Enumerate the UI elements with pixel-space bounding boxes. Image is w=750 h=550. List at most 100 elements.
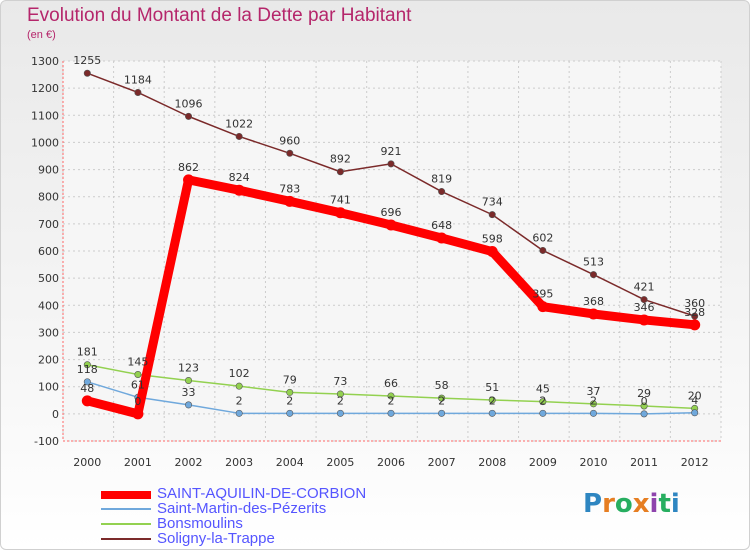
data-label: 598: [482, 233, 503, 246]
legend-label-saint-martin: Saint-Martin-des-Pézerits: [157, 500, 327, 517]
data-label: 360: [684, 297, 705, 310]
data-label: 2: [539, 394, 546, 407]
data-label: 602: [532, 231, 553, 244]
legend-label-saint-aquilin: SAINT-AQUILIN-DE-CORBION: [157, 485, 367, 502]
data-label: 4: [691, 394, 698, 407]
data-point: [336, 390, 344, 398]
data-label: 73: [333, 375, 347, 388]
x-tick-label: 2003: [225, 456, 253, 469]
logo-letter: P: [583, 489, 603, 519]
legend-swatch-saint-aquilin: [101, 491, 151, 499]
x-tick-label: 2006: [377, 456, 405, 469]
data-label: 513: [583, 256, 604, 269]
data-point: [81, 395, 93, 407]
data-label: 1255: [73, 54, 101, 67]
data-point: [640, 296, 648, 304]
legend-swatch-saint-martin: [101, 508, 151, 510]
data-label: 960: [279, 134, 300, 147]
data-label: 734: [482, 196, 503, 209]
data-point: [284, 195, 296, 207]
data-point: [83, 378, 91, 386]
data-label: 819: [431, 173, 452, 186]
y-tick-label: 200: [38, 354, 59, 367]
data-label: 145: [127, 356, 148, 369]
data-point: [235, 132, 243, 140]
x-tick-label: 2008: [478, 456, 506, 469]
data-point: [587, 308, 599, 320]
data-label: 66: [384, 377, 398, 390]
logo-letter: r: [602, 489, 615, 519]
data-label: 29: [637, 387, 651, 400]
data-label: 824: [229, 171, 250, 184]
data-label: 783: [279, 182, 300, 195]
data-point: [438, 188, 446, 196]
data-label: 346: [634, 301, 655, 314]
data-point: [185, 376, 193, 384]
logo-letter: i: [649, 489, 659, 519]
data-label: 33: [182, 386, 196, 399]
data-point: [488, 396, 496, 404]
y-tick-label: 700: [38, 218, 59, 231]
legend-swatch-bonsmoulins: [101, 523, 151, 525]
data-label: 2: [286, 394, 293, 407]
data-point: [438, 409, 446, 417]
y-tick-label: 0: [52, 408, 59, 421]
x-tick-label: 2005: [326, 456, 354, 469]
data-point: [185, 401, 193, 409]
data-label: 1096: [175, 97, 203, 110]
data-point: [436, 232, 448, 244]
data-point: [334, 207, 346, 219]
x-tick-label: 2001: [124, 456, 152, 469]
data-label: 37: [586, 385, 600, 398]
y-tick-label: 500: [38, 272, 59, 285]
data-point: [640, 410, 648, 418]
data-label: 2: [590, 394, 597, 407]
y-tick-label: 400: [38, 299, 59, 312]
data-label: 1022: [225, 117, 253, 130]
data-point: [235, 382, 243, 390]
data-point: [537, 301, 549, 313]
x-tick-label: 2009: [529, 456, 557, 469]
data-label: 421: [634, 281, 655, 294]
y-tick-label: 300: [38, 326, 59, 339]
data-point: [183, 174, 195, 186]
data-label: 741: [330, 194, 351, 207]
data-label: 2: [438, 394, 445, 407]
data-point: [387, 392, 395, 400]
y-tick-label: 600: [38, 245, 59, 258]
data-label: 2: [337, 394, 344, 407]
data-label: 395: [532, 288, 553, 301]
data-label: 61: [131, 378, 145, 391]
logo-letter: t: [658, 489, 671, 519]
data-label: 368: [583, 295, 604, 308]
data-point: [385, 219, 397, 231]
data-point: [488, 211, 496, 219]
data-point: [539, 409, 547, 417]
logo-letter: i: [670, 489, 680, 519]
data-label: 58: [435, 379, 449, 392]
data-label: 2: [388, 394, 395, 407]
data-point: [286, 388, 294, 396]
data-label: 48: [80, 382, 94, 395]
data-point: [539, 246, 547, 254]
data-label: 2: [489, 394, 496, 407]
data-label: 1184: [124, 73, 152, 86]
legend-label-soligny: Soligny-la-Trappe: [157, 530, 275, 547]
data-label: 2: [236, 394, 243, 407]
data-label: 648: [431, 219, 452, 232]
data-point: [589, 400, 597, 408]
data-point: [185, 112, 193, 120]
data-point: [134, 370, 142, 378]
data-label: 892: [330, 153, 351, 166]
data-point: [691, 409, 699, 417]
data-label: 181: [77, 346, 98, 359]
data-point: [438, 394, 446, 402]
data-point: [488, 409, 496, 417]
data-label: 862: [178, 161, 199, 174]
data-point: [638, 314, 650, 326]
x-tick-label: 2010: [579, 456, 607, 469]
data-point: [233, 184, 245, 196]
data-label: 20: [688, 389, 702, 402]
